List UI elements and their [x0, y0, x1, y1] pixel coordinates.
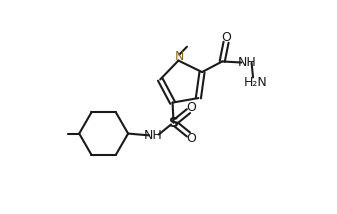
Text: NH: NH: [144, 129, 162, 142]
Text: N: N: [175, 50, 184, 63]
Text: O: O: [186, 132, 196, 145]
Text: H₂N: H₂N: [244, 76, 268, 89]
Text: O: O: [221, 31, 231, 44]
Text: O: O: [186, 101, 196, 114]
Text: S: S: [168, 116, 179, 130]
Text: NH: NH: [238, 56, 257, 68]
